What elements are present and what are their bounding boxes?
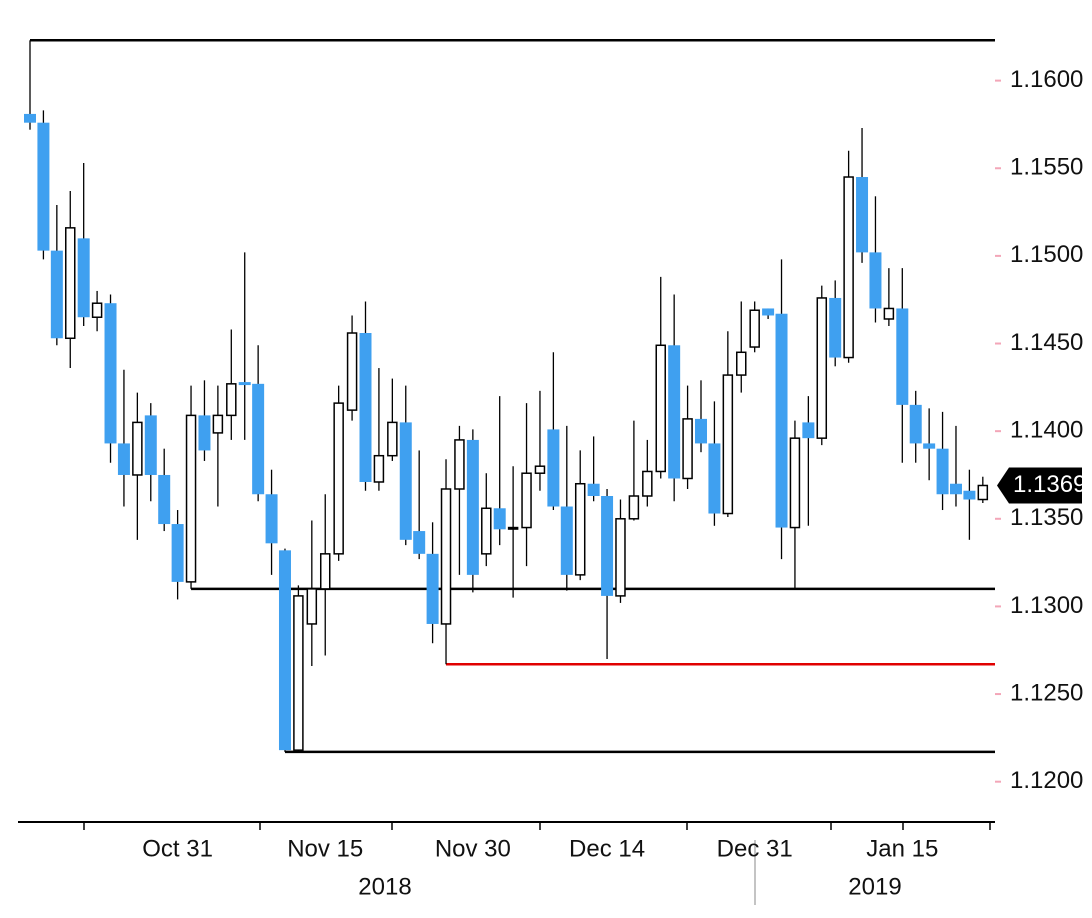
candle-body [37, 122, 50, 251]
candle-body [560, 506, 573, 575]
candle-body [736, 351, 747, 376]
candle-body [278, 550, 291, 751]
candle-body [829, 297, 842, 358]
y-tick-label: 1.1550 [1010, 154, 1083, 181]
candle-body [226, 383, 237, 417]
candle-body [547, 429, 560, 507]
candle-body [601, 496, 614, 596]
candle-body [708, 443, 721, 514]
year-label: 2019 [848, 873, 901, 900]
candle-body [293, 595, 304, 751]
candle-body [816, 297, 828, 439]
candle-body [789, 437, 801, 529]
candle-body [949, 483, 962, 495]
candle-body [359, 333, 372, 482]
candle-body [682, 418, 693, 480]
candle-body [628, 495, 640, 520]
candle-body [132, 421, 143, 476]
x-tick-label: Jan 15 [866, 835, 938, 862]
candle-body [426, 553, 439, 624]
y-tick-label: 1.1200 [1010, 767, 1083, 794]
candle-body [856, 177, 869, 253]
candle-body [104, 303, 117, 444]
candle-body [50, 250, 63, 339]
candle-body [117, 443, 130, 475]
candle-body [373, 454, 385, 483]
candle-body [963, 490, 976, 500]
candle-body [896, 308, 909, 405]
candle-body [319, 553, 331, 590]
candle-body [869, 252, 882, 309]
year-label: 2018 [358, 873, 411, 900]
x-tick-label: Nov 15 [287, 835, 363, 862]
candle-body [936, 448, 949, 495]
candle-body [802, 422, 815, 439]
candle-body [481, 507, 492, 555]
candle-body [24, 113, 36, 123]
candle-body [977, 484, 989, 501]
candle-body [695, 418, 707, 444]
candle-body [454, 439, 465, 490]
candle-body [493, 508, 506, 530]
candle-body [198, 415, 211, 451]
y-tick-label: 1.1500 [1010, 241, 1083, 268]
candle-body [77, 238, 90, 318]
candle-body [212, 414, 224, 434]
candle-body [574, 482, 586, 576]
candle-body [144, 415, 157, 475]
candle-body [252, 383, 265, 495]
candle-body [65, 227, 76, 340]
x-tick-label: Nov 30 [435, 835, 511, 862]
candle-body [722, 374, 734, 515]
candle-body [185, 414, 197, 583]
candle-body [909, 404, 922, 444]
candle-body [238, 382, 251, 386]
candle-body [158, 474, 171, 525]
candle-body [346, 332, 358, 411]
candle-body [265, 494, 278, 544]
candle-body [762, 308, 775, 316]
candle-body [668, 345, 681, 479]
candle-body [440, 488, 452, 625]
candle-body [521, 472, 532, 529]
candle-body [883, 307, 895, 320]
x-tick-label: Dec 14 [569, 835, 645, 862]
candle-body [91, 302, 103, 318]
candle-body [507, 526, 519, 530]
y-tick-label: 1.1300 [1010, 592, 1083, 619]
candle-body [642, 470, 653, 497]
candle-body [306, 588, 318, 625]
last-price-tag [997, 467, 1082, 504]
candle-body [387, 421, 398, 457]
candle-body [171, 524, 184, 582]
y-tick-label: 1.1600 [1010, 66, 1083, 93]
y-tick-label: 1.1400 [1010, 416, 1083, 443]
candle-body [655, 344, 666, 473]
candle-body [333, 402, 344, 555]
candle-body [534, 465, 546, 474]
candle-body [775, 313, 788, 528]
candle-body [749, 309, 760, 348]
candle-body [587, 483, 600, 497]
candle-body [615, 518, 626, 597]
x-tick-label: Dec 31 [717, 835, 793, 862]
y-tick-label: 1.1350 [1010, 504, 1083, 531]
candle-body [843, 176, 854, 359]
y-tick-label: 1.1450 [1010, 329, 1083, 356]
candle-body [413, 531, 426, 554]
x-tick-label: Oct 31 [142, 835, 213, 862]
last-price-label: 1.1369 [1013, 471, 1086, 498]
candle-body [399, 422, 412, 540]
candle-body [466, 439, 479, 575]
candle-body [923, 443, 936, 449]
y-tick-label: 1.1250 [1010, 679, 1083, 706]
